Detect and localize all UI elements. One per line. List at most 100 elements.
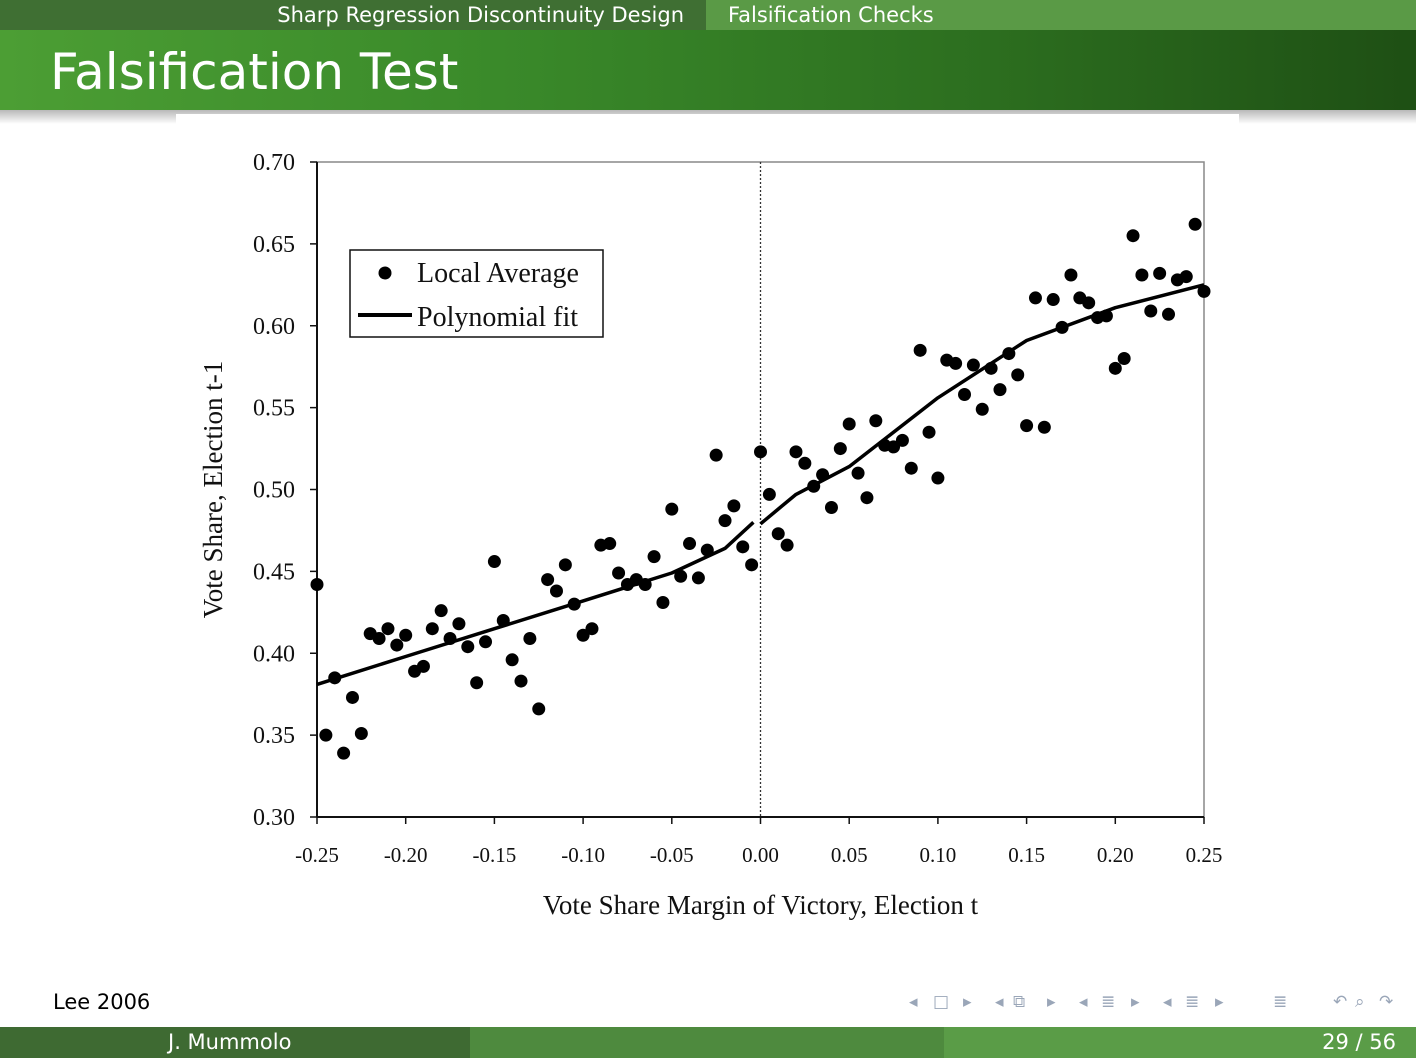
local-average-point bbox=[523, 632, 537, 646]
local-average-point bbox=[824, 501, 838, 515]
local-average-point bbox=[381, 622, 395, 636]
beamer-navigation-symbols: ◂ □ ▸ ◂ ⧉ ▸ ◂ ≣ ▸ ◂ ≣ ▸ ≣ ↶ ⌕ ↷ bbox=[905, 992, 1405, 1020]
local-average-point bbox=[656, 595, 670, 609]
nav-prev-frame-icon[interactable]: ◂ bbox=[909, 992, 918, 1012]
local-average-point bbox=[328, 671, 342, 685]
local-average-point bbox=[904, 461, 918, 475]
nav-prev-section-icon[interactable]: ◂ bbox=[1079, 992, 1088, 1012]
nav-back-icon[interactable]: ↶ bbox=[1333, 992, 1348, 1012]
footer-left: J. Mummolo bbox=[0, 1027, 470, 1058]
local-average-point bbox=[913, 343, 927, 357]
nav-section-link[interactable]: Sharp Regression Discontinuity Design bbox=[0, 0, 706, 30]
x-tick-label: 0.15 bbox=[1008, 843, 1045, 867]
local-average-point bbox=[585, 622, 599, 636]
nav-next-frame-icon[interactable]: ▸ bbox=[963, 992, 972, 1012]
local-average-point bbox=[470, 676, 484, 690]
local-average-point bbox=[1028, 291, 1042, 305]
local-average-point bbox=[1126, 229, 1140, 243]
footer-author: J. Mummolo bbox=[168, 1030, 292, 1054]
nav-align-icon[interactable]: ≣ bbox=[1273, 992, 1288, 1012]
local-average-point bbox=[1020, 419, 1034, 433]
local-average-point bbox=[1153, 266, 1167, 280]
local-average-point bbox=[1055, 320, 1069, 334]
nav-next-section-icon[interactable]: ▸ bbox=[1215, 992, 1224, 1012]
local-average-point bbox=[771, 527, 785, 541]
x-tick-label: -0.20 bbox=[384, 843, 428, 867]
local-average-point bbox=[434, 604, 448, 618]
nav-search-icon[interactable]: ⌕ bbox=[1355, 992, 1365, 1012]
y-tick-label: 0.50 bbox=[253, 478, 295, 504]
x-tick-label: 0.20 bbox=[1097, 843, 1134, 867]
legend-point-marker bbox=[378, 266, 392, 280]
citation: Lee 2006 bbox=[53, 990, 151, 1014]
footer-middle bbox=[470, 1027, 944, 1058]
local-average-point bbox=[425, 622, 439, 636]
nav-subsection-link[interactable]: Falsification Checks bbox=[706, 0, 1416, 30]
local-average-point bbox=[612, 566, 626, 580]
local-average-point bbox=[399, 628, 413, 642]
local-average-point bbox=[461, 640, 475, 654]
local-average-point bbox=[372, 632, 386, 646]
local-average-point bbox=[1011, 368, 1025, 382]
nav-section-icon[interactable]: ≣ bbox=[1101, 992, 1116, 1012]
y-tick-label: 0.45 bbox=[253, 559, 295, 585]
x-axis-label: Vote Share Margin of Victory, Election t bbox=[543, 890, 979, 920]
footer-page-number: 29 / 56 bbox=[1322, 1030, 1396, 1054]
local-average-point bbox=[931, 471, 945, 485]
x-tick-label: 0.00 bbox=[742, 843, 779, 867]
nav-forward-icon[interactable]: ↷ bbox=[1379, 992, 1394, 1012]
legend-label: Polynomial fit bbox=[417, 302, 578, 333]
nav-prev-subsection-icon[interactable]: ◂ bbox=[995, 992, 1004, 1012]
x-tick-label: 0.25 bbox=[1186, 843, 1223, 867]
local-average-point bbox=[718, 514, 732, 528]
local-average-point bbox=[337, 746, 351, 760]
y-tick-label: 0.30 bbox=[253, 805, 295, 831]
local-average-point bbox=[496, 614, 510, 627]
nav-subsection-label: Falsification Checks bbox=[728, 3, 934, 27]
local-average-point bbox=[709, 448, 723, 462]
local-average-point bbox=[754, 445, 767, 459]
y-tick-label: 0.55 bbox=[253, 396, 295, 422]
local-average-point bbox=[647, 550, 661, 564]
local-average-point bbox=[807, 479, 821, 493]
local-average-point bbox=[416, 659, 430, 673]
x-tick-label: -0.15 bbox=[473, 843, 517, 867]
local-average-point bbox=[975, 402, 989, 416]
local-average-point bbox=[1082, 296, 1096, 310]
local-average-point bbox=[745, 558, 759, 572]
local-average-point bbox=[762, 487, 776, 501]
nav-section-icon[interactable]: ≣ bbox=[1185, 992, 1200, 1012]
nav-next-subsection-icon[interactable]: ▸ bbox=[1047, 992, 1056, 1012]
legend-box bbox=[349, 249, 604, 338]
local-average-point bbox=[505, 653, 519, 667]
local-average-point bbox=[576, 628, 590, 642]
nav-next-section-icon[interactable]: ▸ bbox=[1131, 992, 1140, 1012]
nav-subsection-icon[interactable]: ⧉ bbox=[1013, 992, 1026, 1012]
local-average-point bbox=[1046, 293, 1060, 307]
local-average-point bbox=[833, 442, 847, 456]
y-tick-label: 0.70 bbox=[253, 150, 295, 176]
local-average-point bbox=[514, 674, 528, 688]
footer-right: 29 / 56 bbox=[944, 1027, 1416, 1058]
local-average-point bbox=[949, 356, 963, 370]
y-tick-label: 0.40 bbox=[253, 641, 295, 667]
local-average-point bbox=[558, 558, 572, 572]
local-average-point bbox=[310, 577, 324, 591]
slide-title: Falsification Test bbox=[50, 43, 459, 101]
local-average-point bbox=[1108, 361, 1122, 375]
nav-frame-icon[interactable]: □ bbox=[933, 992, 950, 1012]
local-average-point bbox=[638, 577, 652, 591]
local-average-point bbox=[1188, 217, 1202, 231]
local-average-point bbox=[851, 466, 865, 480]
local-average-point bbox=[1117, 352, 1131, 365]
nav-prev-section-icon[interactable]: ◂ bbox=[1163, 992, 1172, 1012]
local-average-point bbox=[816, 468, 830, 482]
local-average-point bbox=[541, 573, 555, 587]
local-average-point bbox=[984, 361, 998, 375]
local-average-point bbox=[993, 383, 1007, 397]
footer-bar: J. Mummolo 29 / 56 bbox=[0, 1027, 1416, 1058]
y-axis-label: Vote Share, Election t-1 bbox=[198, 361, 228, 618]
local-average-point bbox=[567, 597, 581, 611]
local-average-point bbox=[683, 537, 697, 551]
local-average-point bbox=[1144, 304, 1158, 318]
